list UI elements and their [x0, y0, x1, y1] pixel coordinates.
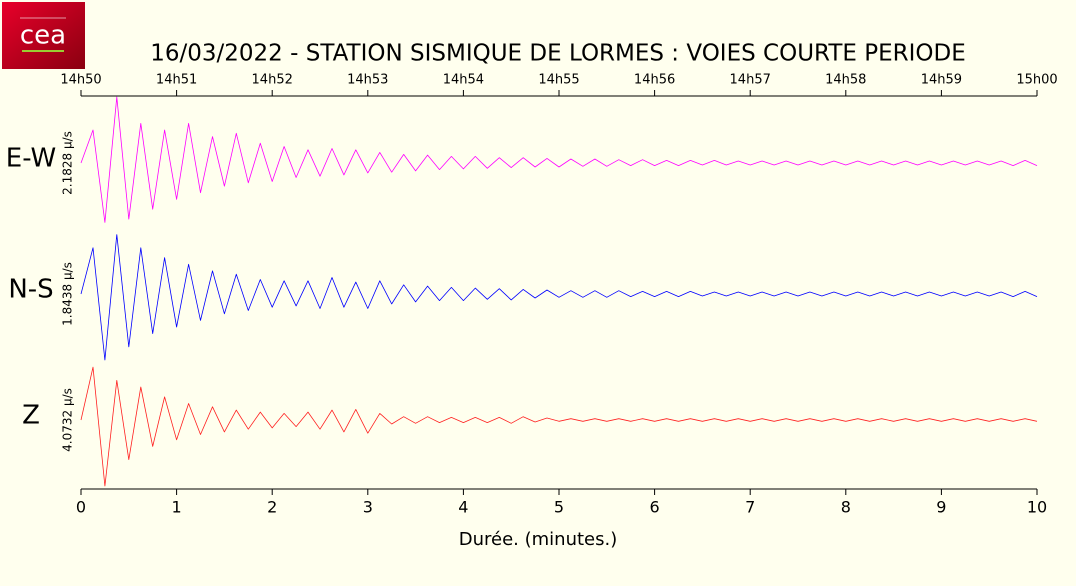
trace	[80, 234, 1038, 361]
logo	[2, 2, 85, 69]
x-tick-label: 5	[554, 498, 564, 517]
x-tick-label: 10	[1027, 498, 1047, 517]
chart-title: 16/03/2022 - STATION SISMIQUE DE LORMES …	[150, 41, 966, 67]
trace	[80, 366, 1038, 487]
x2-tick-label: 14h50	[60, 73, 101, 88]
x2-tick-label: 14h54	[443, 73, 484, 88]
x2-tick-label: 14h52	[252, 73, 293, 88]
x-tick-label: 1	[172, 498, 182, 517]
x2-tick-label: 14h58	[825, 73, 866, 88]
x2-tick-label: 14h55	[538, 73, 579, 88]
x-axis-label: Durée. (minutes.)	[459, 529, 618, 550]
x-tick-label: 3	[363, 498, 373, 517]
x2-tick-label: 14h56	[634, 73, 675, 88]
x-tick-label: 9	[936, 498, 946, 517]
x-tick-label: 6	[650, 498, 660, 517]
x-tick-label: 4	[458, 498, 468, 517]
x-tick-label: 2	[267, 498, 277, 517]
x2-tick-label: 15h00	[1016, 73, 1057, 88]
x2-tick-label: 14h53	[347, 73, 388, 88]
x2-tick-label: 14h59	[921, 73, 962, 88]
channel-label: Z	[22, 401, 40, 431]
channel-label: E-W	[6, 144, 56, 174]
x-tick-label: 8	[841, 498, 851, 517]
x2-tick-label: 14h57	[730, 73, 771, 88]
x-tick-label: 7	[745, 498, 755, 517]
channel-label: N-S	[8, 275, 53, 305]
x-tick-label: 0	[76, 498, 86, 517]
scale-label: 1.8438 µ/s	[61, 262, 75, 326]
scale-label: 4.0732 µ/s	[61, 388, 75, 452]
trace	[80, 96, 1038, 223]
x2-tick-label: 14h51	[156, 73, 197, 88]
logo-text: cea	[20, 21, 66, 51]
scale-label: 2.1828 µ/s	[61, 131, 75, 195]
